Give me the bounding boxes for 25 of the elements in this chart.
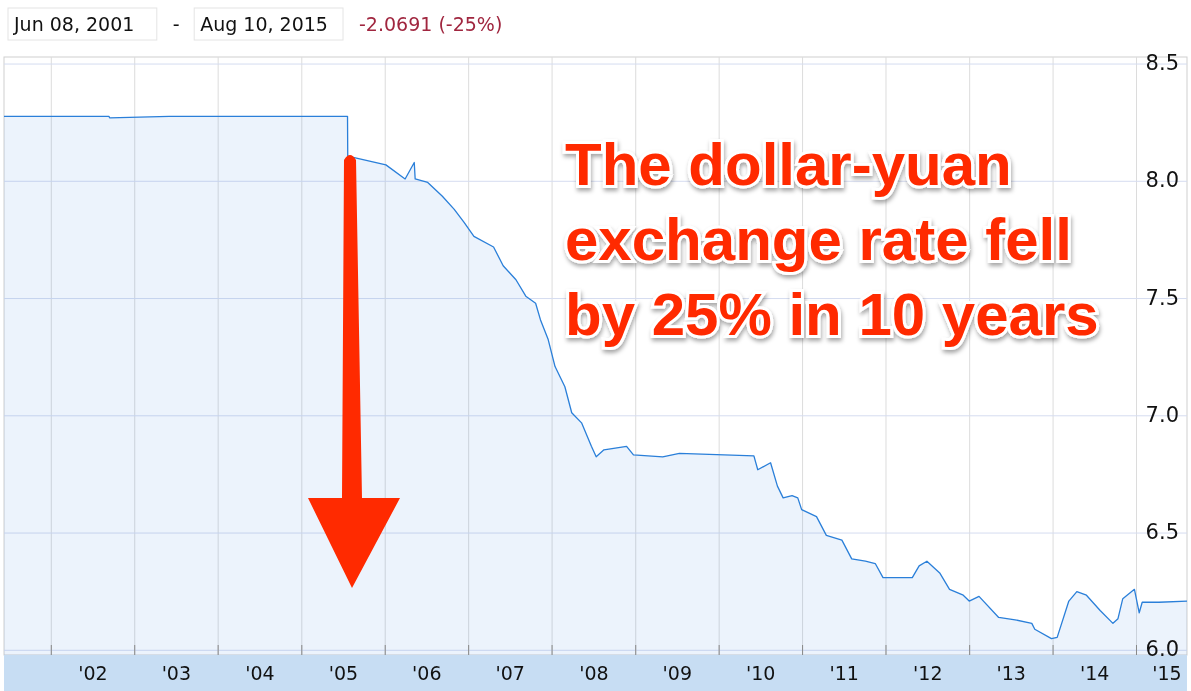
annotation: The dollar-yuan exchange rate fell by 25% in 10 years bbox=[565, 131, 1099, 348]
x-tick-label: '05 bbox=[328, 662, 359, 684]
x-tick-label: '11 bbox=[829, 662, 859, 684]
x-tick-label: '09 bbox=[662, 662, 693, 684]
x-tick-label: '08 bbox=[579, 662, 609, 684]
x-tick-label: '14 bbox=[1079, 662, 1110, 684]
text: Jun 08, 2001 bbox=[13, 13, 135, 35]
y-tick-label: 6.0 bbox=[1145, 637, 1179, 662]
x-tick-label: '15 bbox=[1152, 662, 1182, 684]
y-tick-label: 6.5 bbox=[1145, 520, 1179, 545]
text: - bbox=[172, 13, 180, 35]
y-tick-label: 8.5 bbox=[1145, 51, 1179, 76]
x-tick-label: '07 bbox=[495, 662, 525, 684]
text: -2.0691 (-25%) bbox=[359, 13, 503, 35]
x-tick-label: '13 bbox=[996, 662, 1026, 684]
y-tick-label: 7.5 bbox=[1145, 285, 1179, 310]
x-tick-label: '10 bbox=[746, 662, 776, 684]
y-tick-label: 8.0 bbox=[1145, 168, 1179, 193]
y-tick-label: 7.0 bbox=[1145, 402, 1179, 427]
text: Aug 10, 2015 bbox=[200, 13, 328, 35]
x-tick-label: '02 bbox=[78, 662, 108, 684]
x-tick-label: '04 bbox=[245, 662, 275, 684]
x-tick-label: '12 bbox=[913, 662, 943, 684]
x-tick-label: '06 bbox=[412, 662, 442, 684]
x-tick-label: '03 bbox=[161, 662, 192, 684]
